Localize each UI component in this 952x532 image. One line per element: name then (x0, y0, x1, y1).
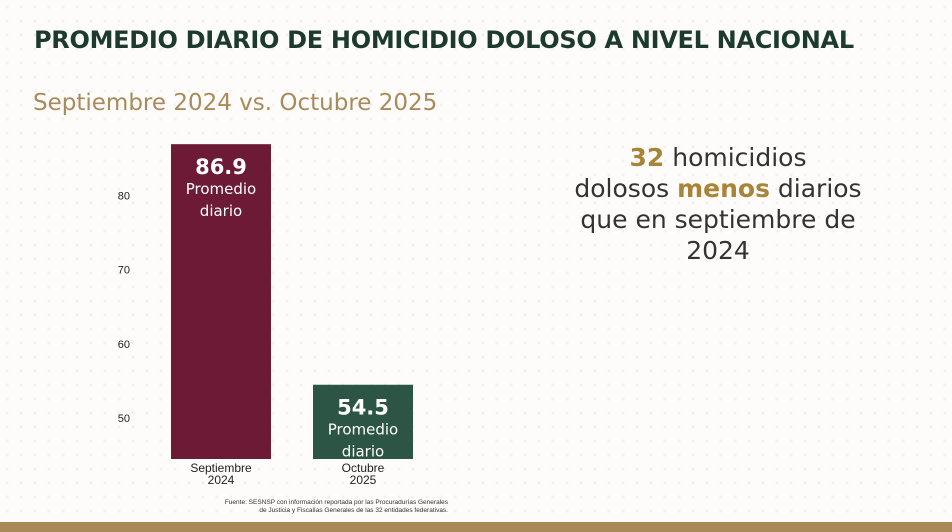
y-tick-label: 80 (118, 190, 130, 202)
bar-caption-line-2: diario (342, 443, 384, 461)
bar-value-label: 86.9 (195, 155, 247, 179)
page-subtitle: Septiembre 2024 vs. Octubre 2025 (33, 90, 438, 116)
callout-text: 32 homicidios dolosos menos diarios que … (548, 142, 888, 266)
source-line-2: de Justicia y Fiscalías Generales de las… (259, 507, 448, 514)
callout-number: 32 (629, 143, 665, 172)
x-tick-label-line-2: 2024 (208, 473, 235, 487)
callout-line-4: 2024 (686, 236, 750, 265)
callout-highlight: menos (677, 174, 770, 203)
page-title: PROMEDIO DIARIO DE HOMICIDIO DOLOSO A NI… (34, 26, 854, 54)
bar-caption-line-1: Promedio (328, 421, 399, 439)
bar-value-label: 54.5 (337, 396, 389, 420)
bar-caption-line-1: Promedio (186, 180, 257, 198)
callout-line-3: que en septiembre de (580, 205, 856, 234)
callout-line-1: 32 homicidios (548, 142, 888, 173)
callout-line-2: dolosos menos diarios (548, 173, 888, 204)
footer-band (0, 522, 952, 532)
callout-text-2: dolosos (574, 174, 678, 203)
source-note: Fuente: SESNSP con información reportada… (190, 499, 448, 515)
x-tick-label-line-1: Octubre (342, 461, 385, 475)
callout-text-1: homicidios (664, 143, 807, 172)
y-tick-label: 70 (118, 265, 130, 277)
bar (313, 384, 413, 459)
bar-caption-line-2: diario (200, 202, 242, 220)
y-tick-label: 60 (118, 339, 130, 351)
source-line-1: Fuente: SESNSP con información reportada… (224, 499, 448, 506)
x-tick-label-line-1: Septiembre (190, 461, 252, 475)
bar (171, 144, 271, 459)
y-tick-label: 50 (118, 413, 130, 425)
x-tick-label-line-2: 2025 (350, 473, 377, 487)
callout-text-3: diarios (769, 174, 862, 203)
